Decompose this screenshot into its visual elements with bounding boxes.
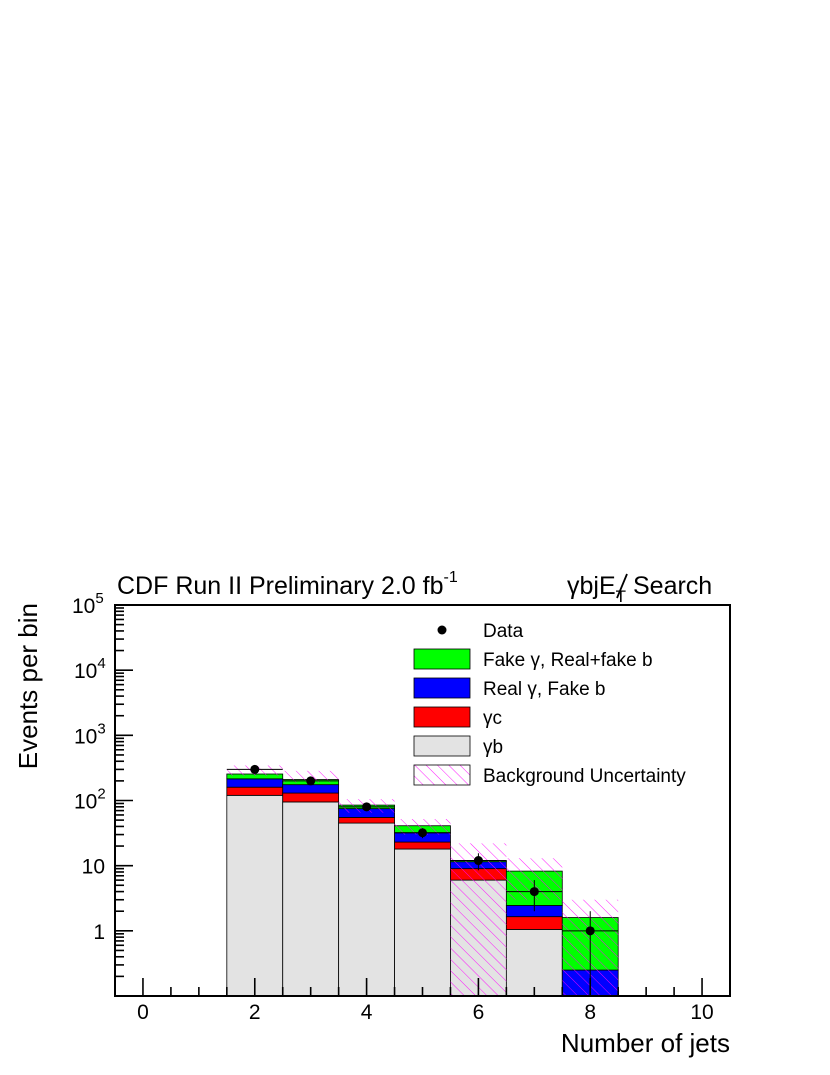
legend-swatch-hatch <box>413 764 471 786</box>
bar-series0-bin7 <box>505 929 563 997</box>
x-axis-label: Number of jets <box>561 1028 730 1058</box>
y-tick-label: 104 <box>74 655 106 683</box>
plot-frame <box>114 604 731 997</box>
bar-series1-bin5 <box>394 841 451 850</box>
legend-swatch-4 <box>413 735 471 757</box>
legend-label-2: Real γ, Fake b <box>483 679 606 700</box>
legend-swatch-1 <box>413 648 471 670</box>
bar-series1-bin3 <box>282 792 340 803</box>
x-tick-label: 4 <box>361 1001 373 1024</box>
x-tick-label: 2 <box>249 1001 261 1024</box>
bar-series0-bin4 <box>338 822 395 997</box>
y-tick-label: 10 <box>82 856 105 879</box>
y-axis-label: Events per bin <box>13 603 43 769</box>
bar-series0-bin3 <box>282 801 340 997</box>
x-tick-label: 10 <box>690 1001 713 1024</box>
data-point-bin7 <box>529 887 539 897</box>
bar-series1-bin2 <box>226 786 284 796</box>
legend-swatch-2 <box>413 677 471 699</box>
data-point-bin8 <box>585 926 595 936</box>
data-point-bin6 <box>473 856 483 866</box>
data-point-bin3 <box>306 776 316 786</box>
legend-label-4: γb <box>483 737 503 758</box>
bar-series1-bin4 <box>338 817 395 824</box>
chart-title-right: γbjET Search <box>567 572 712 606</box>
x-tick-label: 8 <box>584 1001 596 1024</box>
y-tick-label: 103 <box>74 720 106 748</box>
legend-label-3: γc <box>483 708 502 729</box>
met-slash <box>616 573 628 599</box>
legend-swatch-3 <box>413 706 471 728</box>
bar-series2-bin2 <box>226 778 284 788</box>
data-point-bin2 <box>250 764 260 774</box>
uncertainty-band-bin5 <box>394 819 451 835</box>
data-point-bin5 <box>418 828 427 838</box>
data-point-bin4 <box>362 802 372 812</box>
legend-label-0: Data <box>483 621 524 642</box>
y-tick-label: 1 <box>93 921 105 944</box>
bar-series0-bin2 <box>226 794 284 997</box>
legend-data-marker <box>437 625 447 635</box>
bar-series0-bin5 <box>394 848 451 997</box>
legend-label-5: Background Uncertainty <box>483 766 686 787</box>
y-tick-label: 102 <box>74 786 106 814</box>
chart-title-left: CDF Run II Preliminary 2.0 fb-1 <box>117 569 458 600</box>
bar-series1-bin7 <box>505 916 563 930</box>
x-tick-label: 0 <box>137 1001 149 1024</box>
x-tick-label: 6 <box>473 1001 485 1024</box>
bar-series2-bin3 <box>282 784 340 794</box>
legend-label-1: Fake γ, Real+fake b <box>483 650 653 671</box>
y-tick-label: 105 <box>72 590 104 618</box>
